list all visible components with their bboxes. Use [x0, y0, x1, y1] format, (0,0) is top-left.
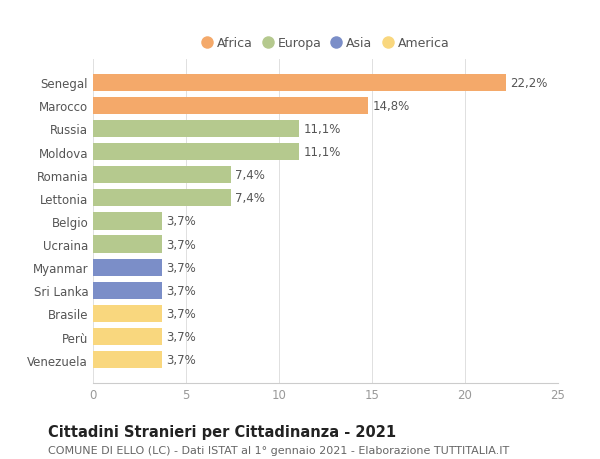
Bar: [93, 259, 162, 276]
Bar: [93, 328, 162, 346]
Bar: [93, 236, 162, 253]
Text: COMUNE DI ELLO (LC) - Dati ISTAT al 1° gennaio 2021 - Elaborazione TUTTITALIA.IT: COMUNE DI ELLO (LC) - Dati ISTAT al 1° g…: [48, 445, 509, 455]
Bar: [93, 305, 162, 322]
Text: 14,8%: 14,8%: [373, 100, 410, 112]
Text: 3,7%: 3,7%: [166, 353, 196, 366]
Text: 11,1%: 11,1%: [304, 146, 341, 159]
Bar: [93, 190, 230, 207]
Bar: [93, 144, 299, 161]
Text: 3,7%: 3,7%: [166, 307, 196, 320]
Legend: Africa, Europa, Asia, America: Africa, Europa, Asia, America: [198, 34, 453, 54]
Bar: [93, 167, 230, 184]
Text: 7,4%: 7,4%: [235, 192, 265, 205]
Bar: [93, 213, 162, 230]
Text: 3,7%: 3,7%: [166, 330, 196, 343]
Text: Cittadini Stranieri per Cittadinanza - 2021: Cittadini Stranieri per Cittadinanza - 2…: [48, 425, 396, 440]
Text: 3,7%: 3,7%: [166, 238, 196, 251]
Bar: [93, 282, 162, 299]
Text: 3,7%: 3,7%: [166, 261, 196, 274]
Text: 11,1%: 11,1%: [304, 123, 341, 136]
Text: 3,7%: 3,7%: [166, 215, 196, 228]
Text: 3,7%: 3,7%: [166, 284, 196, 297]
Bar: [93, 351, 162, 369]
Text: 22,2%: 22,2%: [511, 77, 548, 90]
Bar: [93, 121, 299, 138]
Bar: [93, 97, 368, 115]
Text: 7,4%: 7,4%: [235, 169, 265, 182]
Bar: [93, 74, 506, 92]
